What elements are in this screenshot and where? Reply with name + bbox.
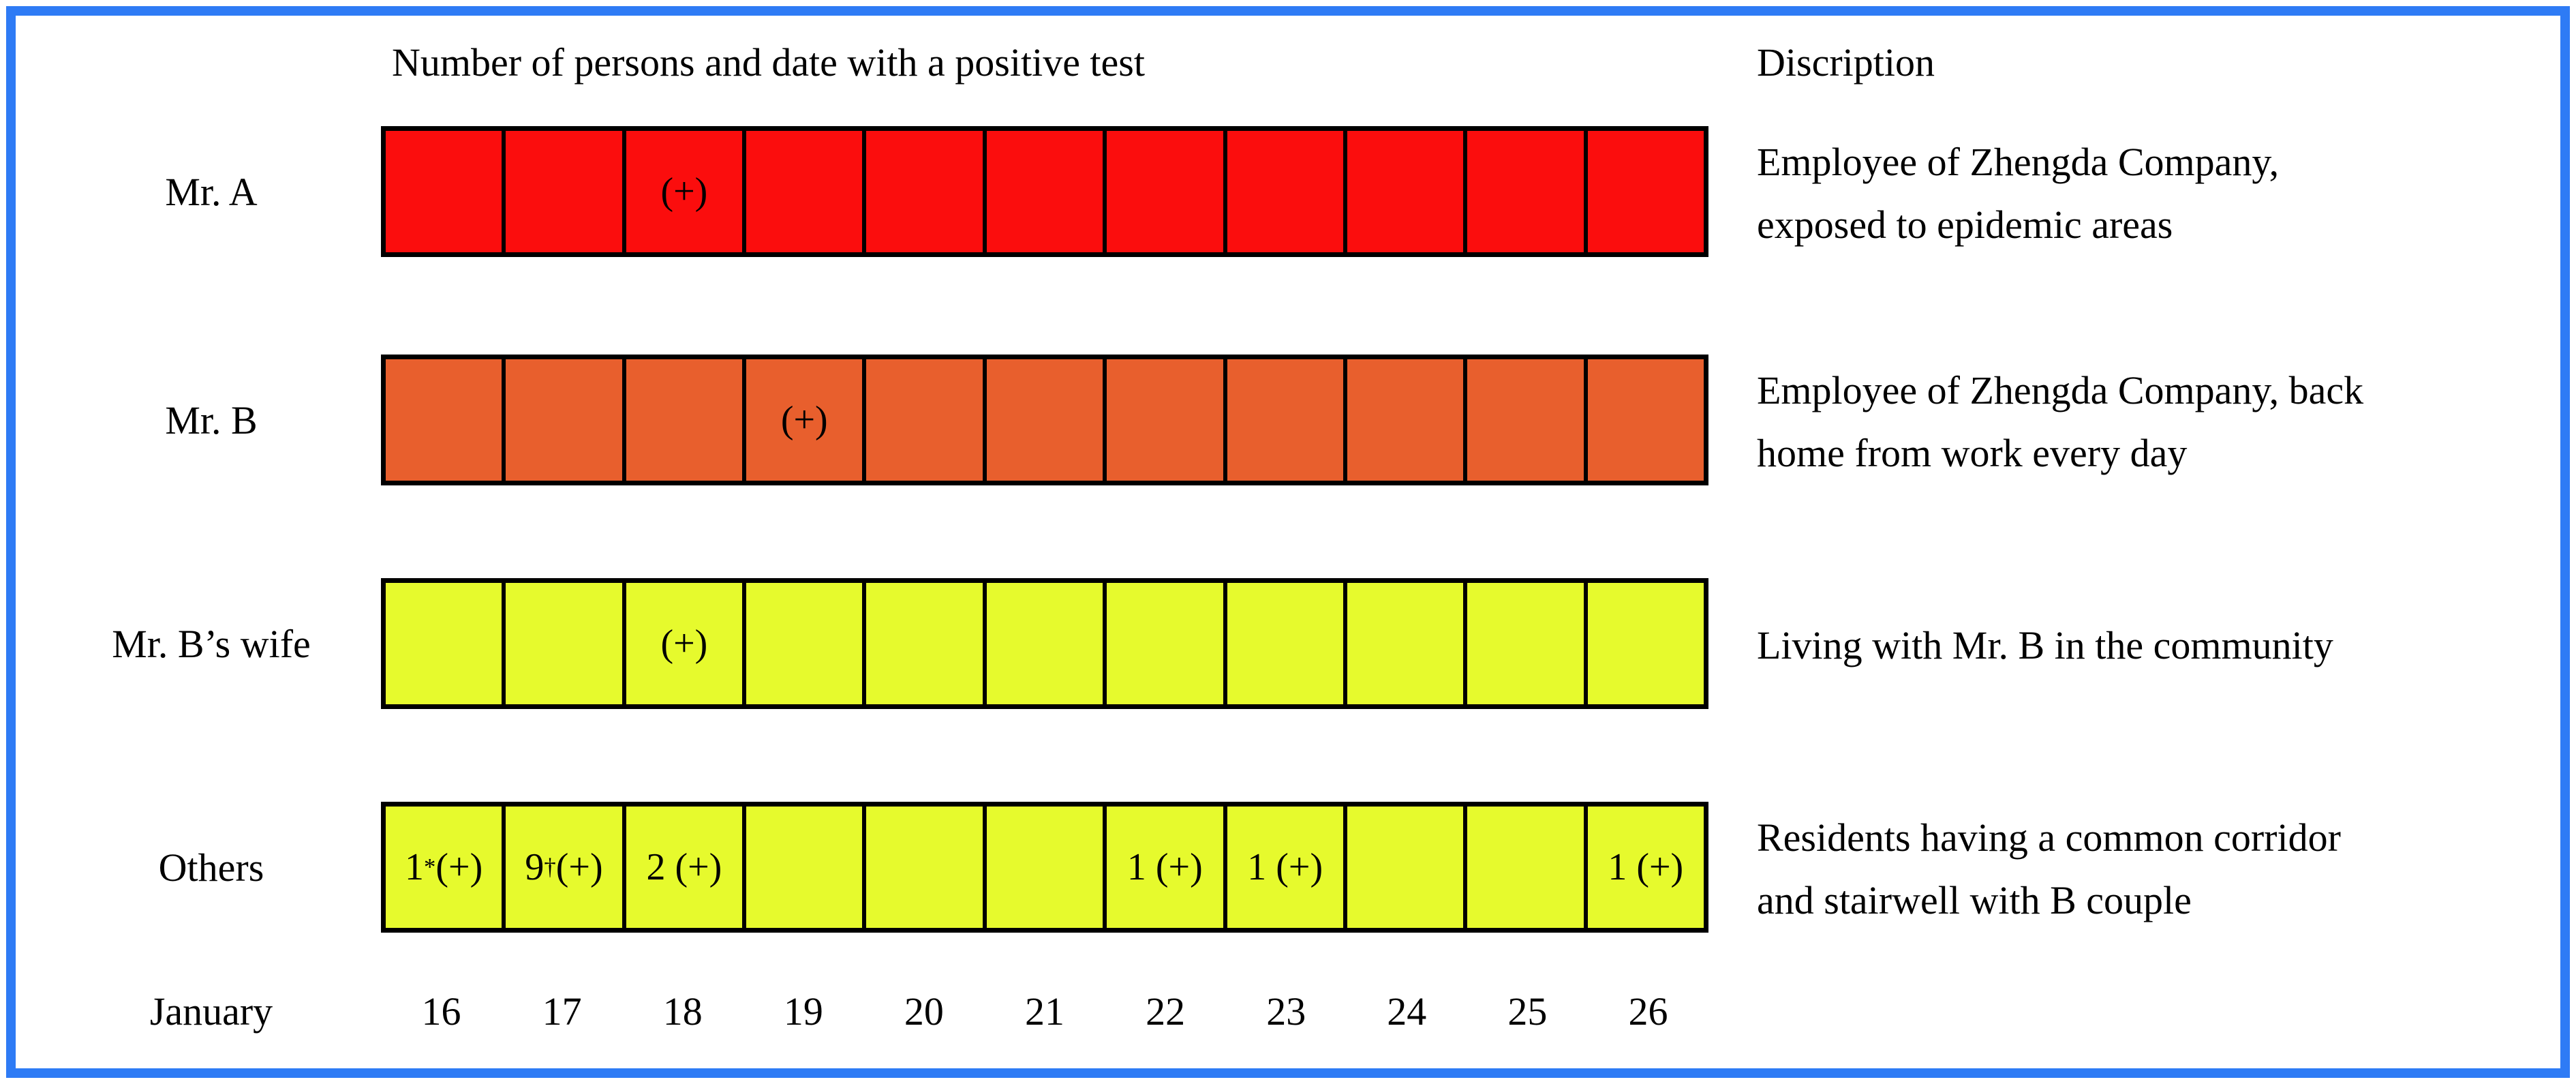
grid-cell <box>987 359 1107 481</box>
grid-cell <box>746 807 867 928</box>
grid-cell <box>1347 359 1468 481</box>
axis-day-labels: 16 17 18 19 20 21 22 23 24 25 26 <box>381 980 1708 1042</box>
grid-cell <box>506 359 626 481</box>
row-label-others: Others <box>158 845 264 890</box>
grid-cell <box>506 131 626 252</box>
row-bar-mr-b: (+) <box>381 355 1708 485</box>
description-line: and stairwell with B couple <box>1757 878 2192 922</box>
axis-day-label: 24 <box>1387 989 1427 1034</box>
row-label-mr-a: Mr. A <box>165 169 258 214</box>
cell-positive-text: (+) <box>1276 846 1323 888</box>
grid-cell <box>987 131 1107 252</box>
cell-positive-text: (+) <box>675 846 722 888</box>
grid-cell-positive-marker: (+) <box>626 131 747 252</box>
grid-cell <box>1588 583 1704 704</box>
grid-cell <box>866 131 987 252</box>
grid-cell <box>1107 131 1227 252</box>
grid-cell <box>1227 359 1347 481</box>
grid-cell <box>1467 583 1588 704</box>
grid-cell-count: 1 * (+) <box>386 807 506 928</box>
grid-cell <box>987 583 1107 704</box>
cell-positive-text: (+) <box>435 846 483 888</box>
cell-count: 1 <box>405 846 425 888</box>
description-line: home from work every day <box>1757 431 2188 475</box>
grid-cell <box>1107 583 1227 704</box>
grid-cell <box>1347 583 1468 704</box>
axis-day-label: 18 <box>662 989 703 1034</box>
row-bar-others: 1 * (+) 9 † (+) 2 (+) 1 (+) 1 (+) 1 (+) <box>381 802 1708 933</box>
cell-count: 1 <box>1126 846 1156 888</box>
grid-cell <box>746 583 867 704</box>
row-description-mr-b: Employee of Zhengda Company, back home f… <box>1757 355 2561 485</box>
grid-cell <box>1347 807 1468 928</box>
description-column-header: Discription <box>1757 40 1935 85</box>
grid-cell <box>1588 359 1704 481</box>
axis-day-label: 17 <box>542 989 582 1034</box>
grid-cell-count: 1 (+) <box>1107 807 1227 928</box>
grid-cell <box>386 359 506 481</box>
axis-day-label: 26 <box>1628 989 1668 1034</box>
grid-cell <box>746 131 867 252</box>
description-line: Living with Mr. B in the community <box>1757 623 2333 667</box>
grid-cell-count: 2 (+) <box>626 807 747 928</box>
description-line: Employee of Zhengda Company, <box>1757 140 2280 184</box>
grid-cell <box>1467 359 1588 481</box>
axis-day-label: 16 <box>421 989 461 1034</box>
grid-cell <box>1588 131 1704 252</box>
grid-cell <box>386 131 506 252</box>
grid-cell <box>386 583 506 704</box>
axis-day-label: 19 <box>783 989 823 1034</box>
row-bar-mrs-b: (+) <box>381 578 1708 709</box>
axis-day-label: 23 <box>1266 989 1306 1034</box>
row-label-mr-b: Mr. B <box>165 397 258 442</box>
grid-cell <box>1227 583 1347 704</box>
grid-cell <box>866 583 987 704</box>
grid-cell-count: 1 (+) <box>1227 807 1347 928</box>
grid-cell <box>987 807 1107 928</box>
grid-cell-count: 1 (+) <box>1588 807 1704 928</box>
cell-count: 2 <box>646 846 675 888</box>
grid-cell-positive-marker: (+) <box>626 583 747 704</box>
grid-cell <box>866 807 987 928</box>
row-label-mrs-b: Mr. B’s wife <box>112 621 311 666</box>
grid-cell <box>1227 131 1347 252</box>
row-description-others: Residents having a common corridor and s… <box>1757 802 2561 933</box>
description-line: exposed to epidemic areas <box>1757 202 2173 247</box>
cell-positive-text: (+) <box>555 846 603 888</box>
grid-cell <box>1467 131 1588 252</box>
cell-positive-text: (+) <box>1636 846 1684 888</box>
axis-month-label: January <box>149 989 273 1034</box>
description-line: Employee of Zhengda Company, back <box>1757 368 2364 412</box>
grid-cell <box>1467 807 1588 928</box>
grid-cell-count: 9 † (+) <box>506 807 626 928</box>
figure-title: Number of persons and date with a positi… <box>392 40 1145 85</box>
grid-cell-positive-marker: (+) <box>746 359 867 481</box>
axis-day-label: 21 <box>1025 989 1065 1034</box>
grid-cell <box>1107 359 1227 481</box>
cell-count: 1 <box>1247 846 1276 888</box>
grid-cell <box>626 359 747 481</box>
row-bar-mr-a: (+) <box>381 126 1708 257</box>
axis-day-label: 22 <box>1146 989 1186 1034</box>
figure-border-frame <box>6 6 2570 1078</box>
cell-count: 9 <box>525 846 545 888</box>
grid-cell <box>1347 131 1468 252</box>
grid-cell <box>866 359 987 481</box>
cell-positive-text: (+) <box>1155 846 1203 888</box>
axis-day-label: 25 <box>1507 989 1548 1034</box>
row-description-mr-a: Employee of Zhengda Company, exposed to … <box>1757 126 2561 257</box>
grid-cell <box>506 583 626 704</box>
description-line: Residents having a common corridor <box>1757 815 2341 860</box>
cell-count: 1 <box>1608 846 1637 888</box>
row-description-mrs-b: Living with Mr. B in the community <box>1757 578 2561 709</box>
axis-day-label: 20 <box>904 989 944 1034</box>
